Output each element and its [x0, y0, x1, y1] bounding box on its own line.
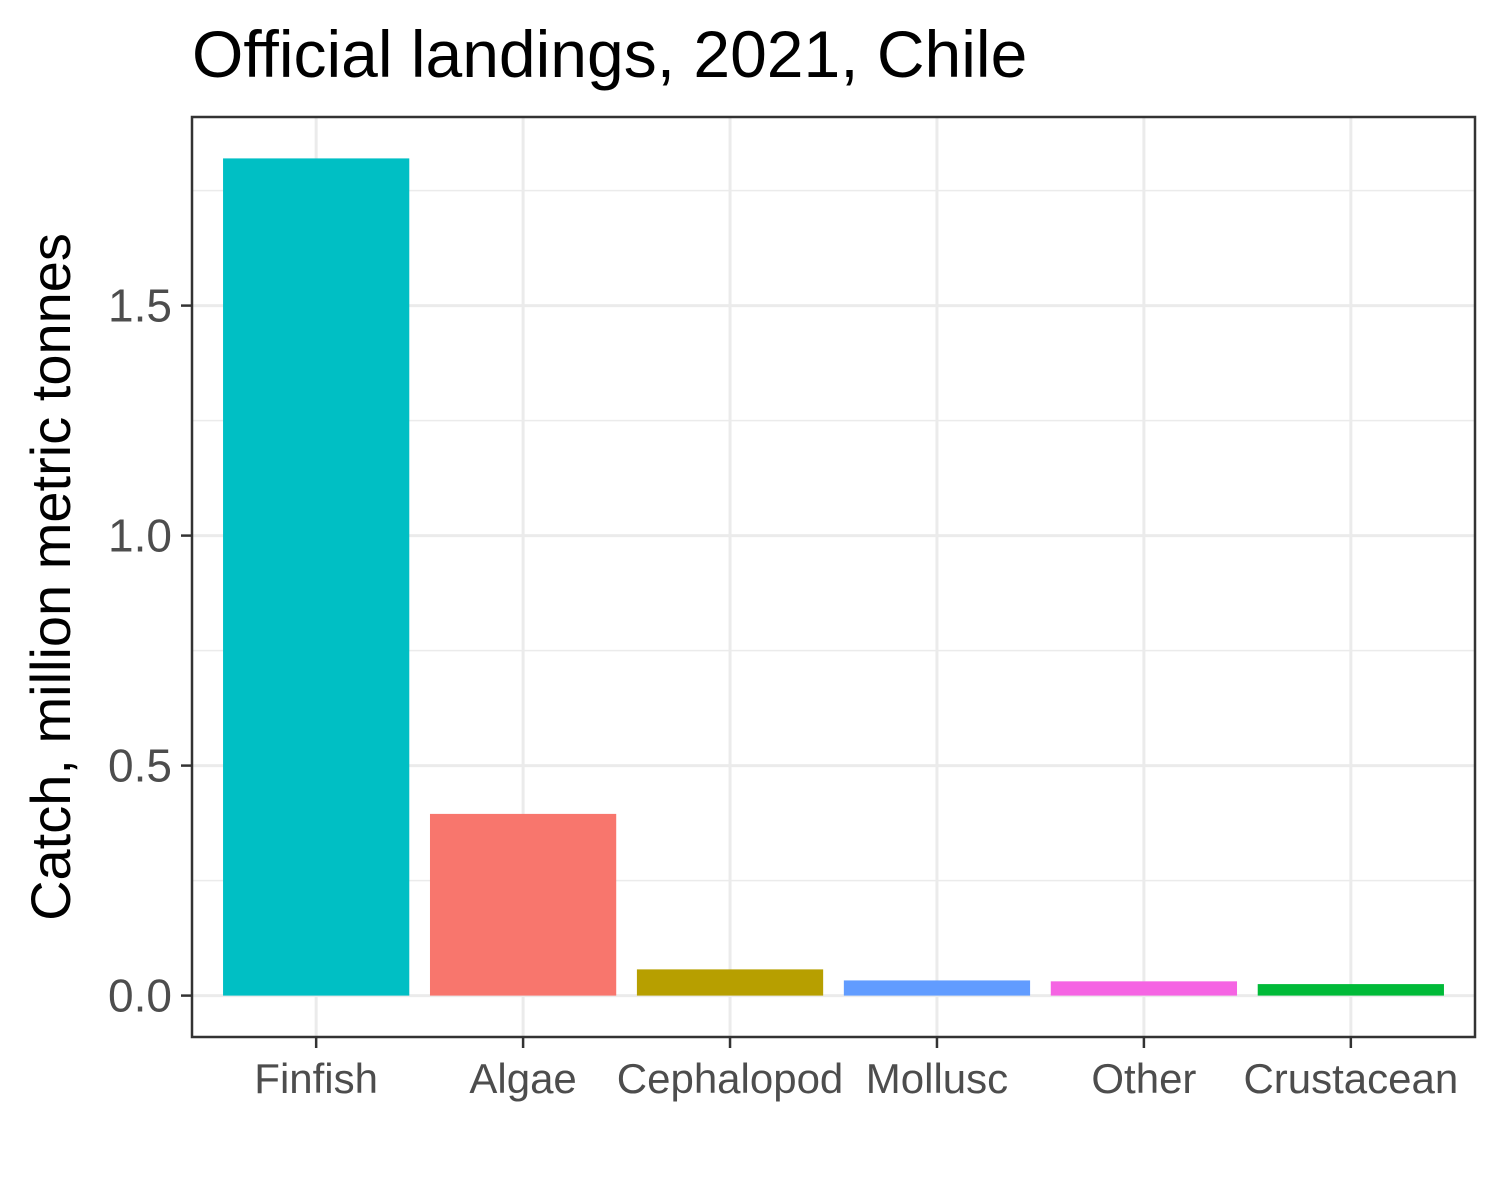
bar-cephalopod: [636, 969, 824, 996]
y-tick-label: 1.5: [108, 280, 172, 332]
x-tick-label: Cephalopod: [617, 1055, 844, 1102]
chart-title: Official landings, 2021, Chile: [192, 17, 1027, 91]
axis-ticks: 0.0 0.5 1.0 1.5 Finfish Algae Cephalopod Mollus…: [108, 280, 1458, 1102]
bar-crustacean: [1257, 984, 1444, 996]
plot-panel-border: [190, 115, 1477, 1039]
bar-algae: [429, 813, 617, 996]
y-tick-label: 1.0: [108, 510, 172, 562]
x-tick-label: Algae: [469, 1055, 576, 1102]
bar-finfish: [223, 158, 410, 996]
y-axis-label: Catch, million metric tonnes: [19, 233, 82, 921]
y-tick-label: 0.0: [108, 970, 172, 1022]
x-tick-label: Crustacean: [1243, 1055, 1458, 1102]
x-tick-label: Other: [1091, 1055, 1196, 1102]
y-tick-label: 0.5: [108, 740, 172, 792]
bar-other: [1050, 981, 1238, 996]
bar-mollusc: [843, 980, 1031, 996]
x-tick-label: Finfish: [254, 1055, 378, 1102]
bars: [223, 158, 1444, 996]
x-tick-label: Mollusc: [866, 1055, 1008, 1102]
